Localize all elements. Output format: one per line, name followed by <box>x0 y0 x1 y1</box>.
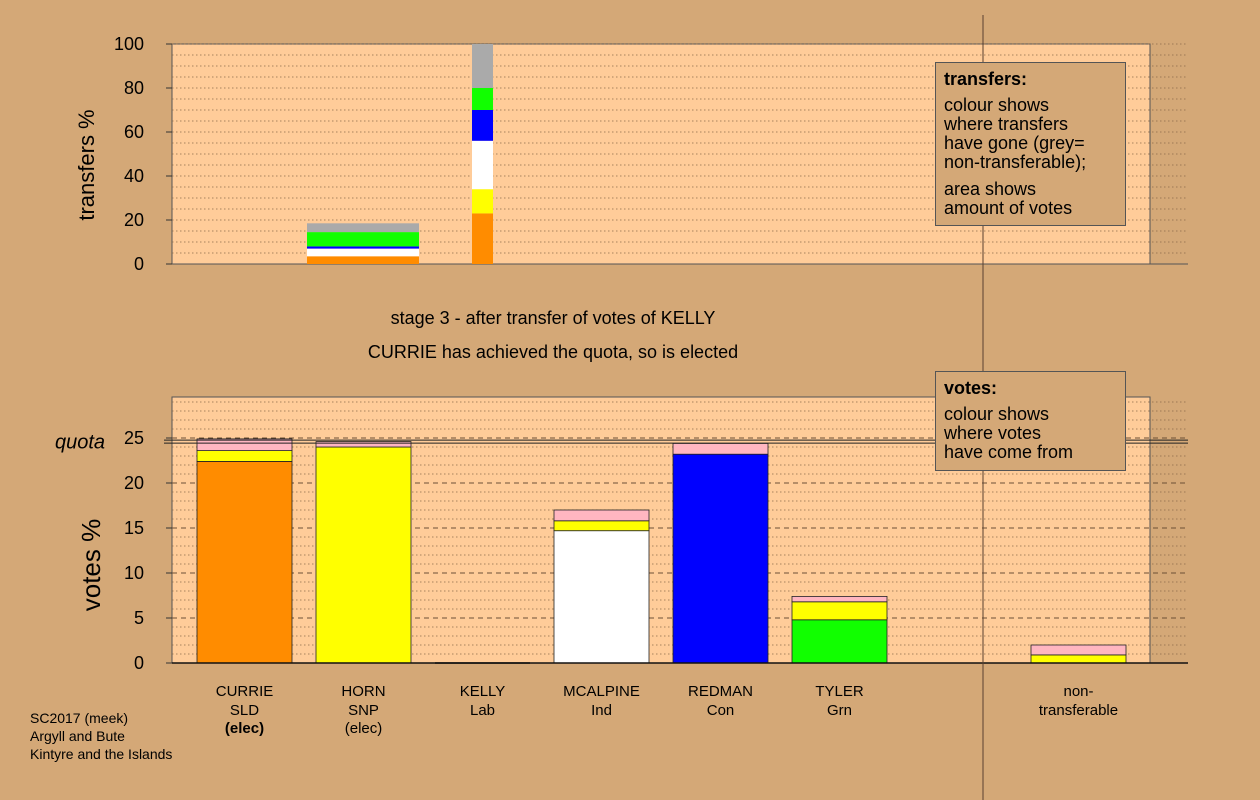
vote-segment <box>315 446 412 664</box>
transfer-segment <box>307 248 419 257</box>
footer-line-2: Argyll and Bute <box>30 728 125 744</box>
transfers-legend-line: where transfers <box>944 114 1069 134</box>
votes-ytick-label: 20 <box>124 473 144 493</box>
transfer-segment <box>472 213 493 264</box>
transfers-legend-line: amount of votes <box>944 198 1073 218</box>
candidate-name: CURRIE <box>216 683 274 700</box>
vote-segment <box>553 509 650 522</box>
votes-legend-line: have come from <box>944 442 1074 462</box>
votes-ytick-label: 5 <box>134 608 144 628</box>
transfer-segment <box>307 223 419 233</box>
vote-segment <box>553 520 650 532</box>
transfers-legend-title: transfers: <box>944 69 1028 89</box>
transfers-ylabel: transfers % <box>74 109 99 220</box>
vote-segment <box>672 453 769 664</box>
transfers-legend-line: non-transferable); <box>944 152 1087 172</box>
votes-ytick-label: 15 <box>124 518 144 538</box>
vote-segment <box>196 450 293 462</box>
vote-segment <box>553 530 650 664</box>
candidate-name: REDMAN <box>688 683 753 700</box>
transfers-ytick-label: 40 <box>124 166 144 186</box>
votes-legend-line: colour shows <box>944 404 1050 424</box>
quota-label: quota <box>55 432 105 454</box>
footer-line-1: SC2017 (meek) <box>30 710 128 726</box>
transfers-legend: transfers: colour shows where transfers … <box>935 62 1126 226</box>
candidate-name: HORN <box>341 683 385 700</box>
transfer-segment <box>472 110 493 141</box>
candidate-party: Con <box>707 702 735 719</box>
candidate-party: SLD <box>230 702 259 719</box>
candidate-party: SNP <box>348 702 379 719</box>
votes-legend: votes: colour shows where votes have com… <box>935 371 1126 471</box>
nontransferable-label-1: non- <box>1063 683 1093 700</box>
candidate-party: Grn <box>827 702 852 719</box>
footer-line-3: Kintyre and the Islands <box>30 746 172 762</box>
votes-legend-line: where votes <box>944 423 1042 443</box>
candidate-name: MCALPINE <box>563 683 640 700</box>
transfer-segment <box>472 88 493 110</box>
transfers-ytick-label: 0 <box>134 254 144 274</box>
transfer-segment <box>472 189 493 214</box>
votes-ytick-label: 10 <box>124 563 144 583</box>
candidate-party: Ind <box>591 702 612 719</box>
candidate-status: (elec) <box>225 720 264 737</box>
candidate-party: Lab <box>470 702 495 719</box>
transfers-ytick-label: 80 <box>124 78 144 98</box>
candidate-name: TYLER <box>815 683 864 700</box>
transfer-segment <box>472 44 493 88</box>
transfer-segment <box>307 256 419 264</box>
vote-segment <box>791 601 888 621</box>
transfers-legend-line: area shows <box>944 179 1037 199</box>
transfers-legend-line: have gone (grey= <box>944 133 1085 153</box>
transfers-ytick-label: 20 <box>124 210 144 230</box>
nontransferable-segment <box>1030 644 1127 656</box>
vote-segment <box>791 596 888 603</box>
vote-segment <box>196 460 293 664</box>
stage-caption: stage 3 - after transfer of votes of KEL… <box>391 308 716 328</box>
candidate-name: KELLY <box>460 683 506 700</box>
elected-caption: CURRIE has achieved the quota, so is ele… <box>368 342 738 362</box>
votes-ylabel: votes % <box>76 519 106 612</box>
transfer-segment <box>307 246 419 249</box>
votes-legend-title: votes: <box>944 378 998 398</box>
votes-ytick-label: 0 <box>134 653 144 673</box>
vote-segment <box>196 438 293 451</box>
transfers-ytick-label: 100 <box>114 34 144 54</box>
votes-ytick-label: 25 <box>124 428 144 448</box>
vote-segment <box>315 441 412 448</box>
transfers-legend-line: colour shows <box>944 95 1050 115</box>
transfer-segment <box>307 232 419 247</box>
nontransferable-segment <box>1030 654 1127 664</box>
candidate-status: (elec) <box>345 720 383 737</box>
transfer-segment <box>472 140 493 190</box>
transfers-ytick-label: 60 <box>124 122 144 142</box>
vote-segment <box>672 442 769 455</box>
vote-segment <box>791 619 888 664</box>
nontransferable-label-2: transferable <box>1039 702 1118 719</box>
